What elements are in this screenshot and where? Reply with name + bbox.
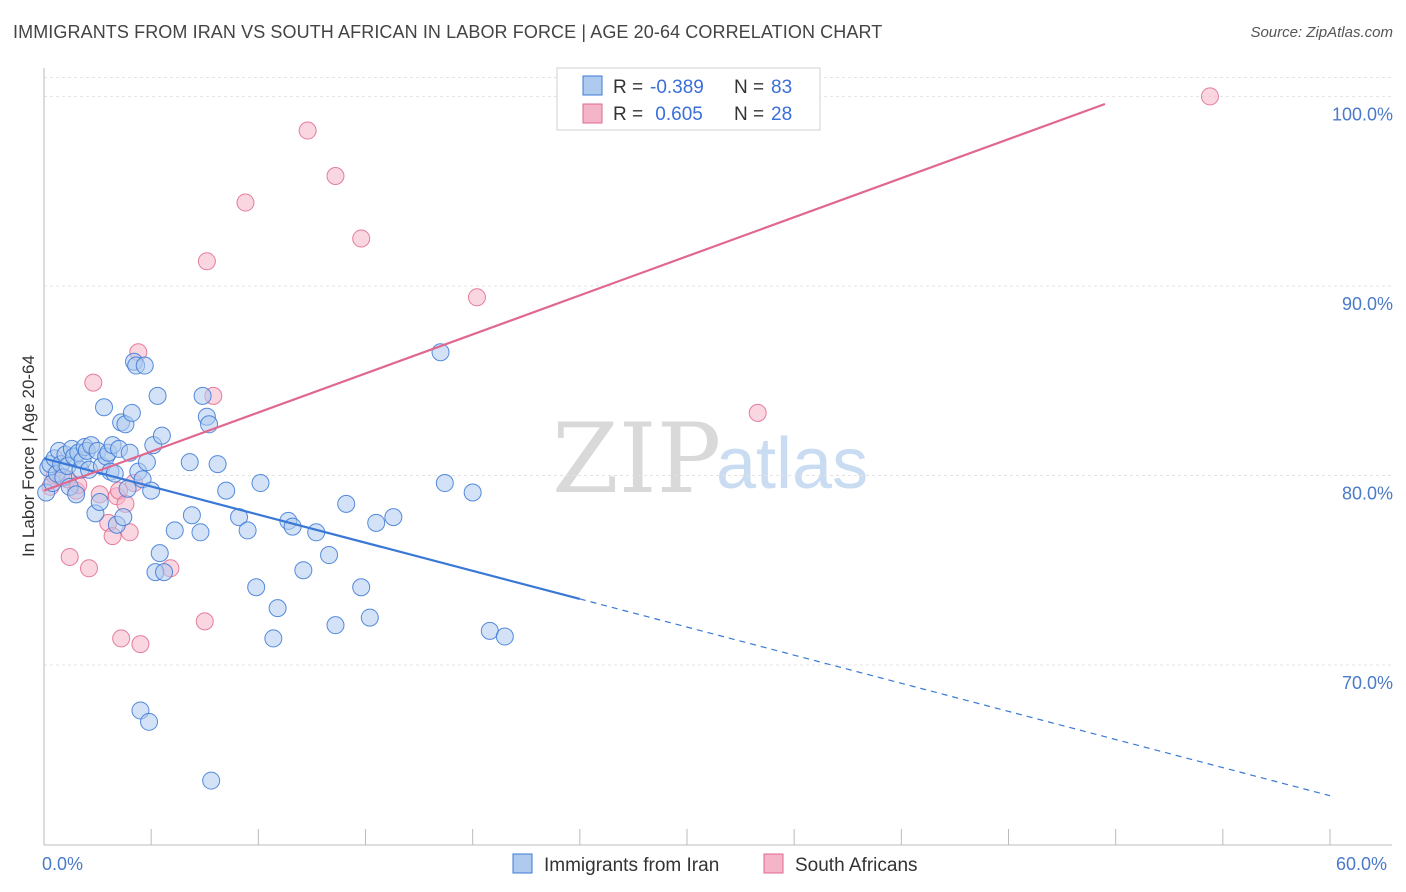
x-ticks — [43, 829, 1331, 845]
point-iran — [165, 521, 184, 540]
point-iran — [352, 578, 371, 597]
point-iran — [360, 608, 379, 627]
point-iran — [264, 629, 283, 648]
trend-line-iran-extrapolated — [579, 598, 1331, 797]
trend-line-iran — [43, 457, 581, 601]
bottom-legend-label-iran: Immigrants from Iran — [544, 855, 719, 876]
legend-r-label-south-africans: R = — [613, 104, 648, 125]
legend-n-value-south-africans: 28 — [771, 104, 792, 125]
legend-r-label-iran: R = — [613, 77, 648, 98]
legend-n-label-south-africans: N = — [734, 104, 769, 125]
bottom-legend-swatch-iran — [512, 853, 533, 874]
legend-r-value-iran: -0.389 — [650, 77, 704, 98]
point-iran — [217, 481, 236, 500]
point-south-africans — [84, 373, 103, 392]
point-iran — [268, 599, 287, 618]
watermark-zip: ZIP — [552, 403, 721, 515]
chart-title: IMMIGRANTS FROM IRAN VS SOUTH AFRICAN IN… — [13, 22, 883, 42]
point-iran — [384, 508, 403, 527]
point-iran — [95, 398, 114, 417]
point-iran — [283, 517, 302, 536]
y-tick-label: 90.0% — [1342, 294, 1393, 314]
trend-line-south-africans — [43, 102, 1106, 492]
point-iran — [114, 508, 133, 527]
y-tick-label: 80.0% — [1342, 483, 1393, 503]
bottom-legend-label-south-africans: South Africans — [795, 855, 918, 876]
series-south-africans-points — [41, 87, 1219, 654]
point-iran — [150, 544, 169, 563]
point-south-africans — [1200, 87, 1219, 106]
point-iran — [320, 546, 339, 565]
point-south-africans — [131, 635, 150, 654]
point-south-africans — [326, 167, 345, 186]
point-iran — [326, 616, 345, 635]
legend-swatch-south-africans — [582, 103, 603, 124]
legend: R = -0.389 N = 83 R = 0.605 N = 28 — [556, 67, 821, 131]
x-tick-label-min: 0.0% — [42, 854, 83, 874]
point-iran — [294, 561, 313, 580]
point-iran — [463, 483, 482, 502]
point-iran — [337, 494, 356, 513]
point-iran — [182, 506, 201, 525]
point-iran — [247, 578, 266, 597]
legend-swatch-iran — [582, 75, 603, 96]
point-south-africans — [195, 612, 214, 631]
point-iran — [480, 621, 499, 640]
point-iran — [191, 523, 210, 542]
point-south-africans — [352, 229, 371, 248]
bottom-legend: Immigrants from Iran South Africans — [512, 853, 918, 876]
series-iran-points — [37, 343, 514, 790]
bottom-legend-swatch-south-africans — [763, 853, 784, 874]
point-iran — [180, 453, 199, 472]
point-iran — [435, 474, 454, 493]
point-south-africans — [197, 252, 216, 271]
point-iran — [90, 492, 109, 511]
chart-source: Source: ZipAtlas.com — [1250, 24, 1393, 41]
point-iran — [152, 426, 171, 445]
legend-r-value-south-africans: 0.605 — [650, 104, 703, 125]
point-iran — [208, 455, 227, 474]
point-south-africans — [298, 121, 317, 140]
point-iran — [193, 386, 212, 405]
y-axis-label: In Labor Force | Age 20-64 — [19, 355, 38, 557]
point-south-africans — [112, 629, 131, 648]
watermark-atlas: atlas — [716, 424, 868, 504]
point-south-africans — [236, 193, 255, 212]
point-iran — [148, 386, 167, 405]
y-tick-label: 100.0% — [1332, 104, 1393, 124]
point-iran — [251, 474, 270, 493]
y-tick-labels: 70.0% 80.0% 90.0% 100.0% — [1332, 104, 1393, 693]
point-iran — [135, 356, 154, 375]
point-iran — [238, 521, 257, 540]
point-iran — [495, 627, 514, 646]
legend-n-label-iran: N = — [734, 77, 769, 98]
gridlines — [44, 76, 1392, 666]
point-south-africans — [80, 559, 99, 578]
y-tick-label: 70.0% — [1342, 673, 1393, 693]
point-iran — [67, 485, 86, 504]
point-iran — [202, 771, 221, 790]
point-south-africans — [60, 547, 79, 566]
point-iran — [140, 712, 159, 731]
point-south-africans — [748, 403, 767, 422]
trend-lines — [43, 102, 1331, 797]
point-iran — [122, 403, 141, 422]
point-south-africans — [467, 288, 486, 307]
legend-n-value-iran: 83 — [771, 77, 792, 98]
point-iran — [367, 513, 386, 532]
point-iran — [155, 563, 174, 582]
x-tick-label-max: 60.0% — [1336, 854, 1387, 874]
